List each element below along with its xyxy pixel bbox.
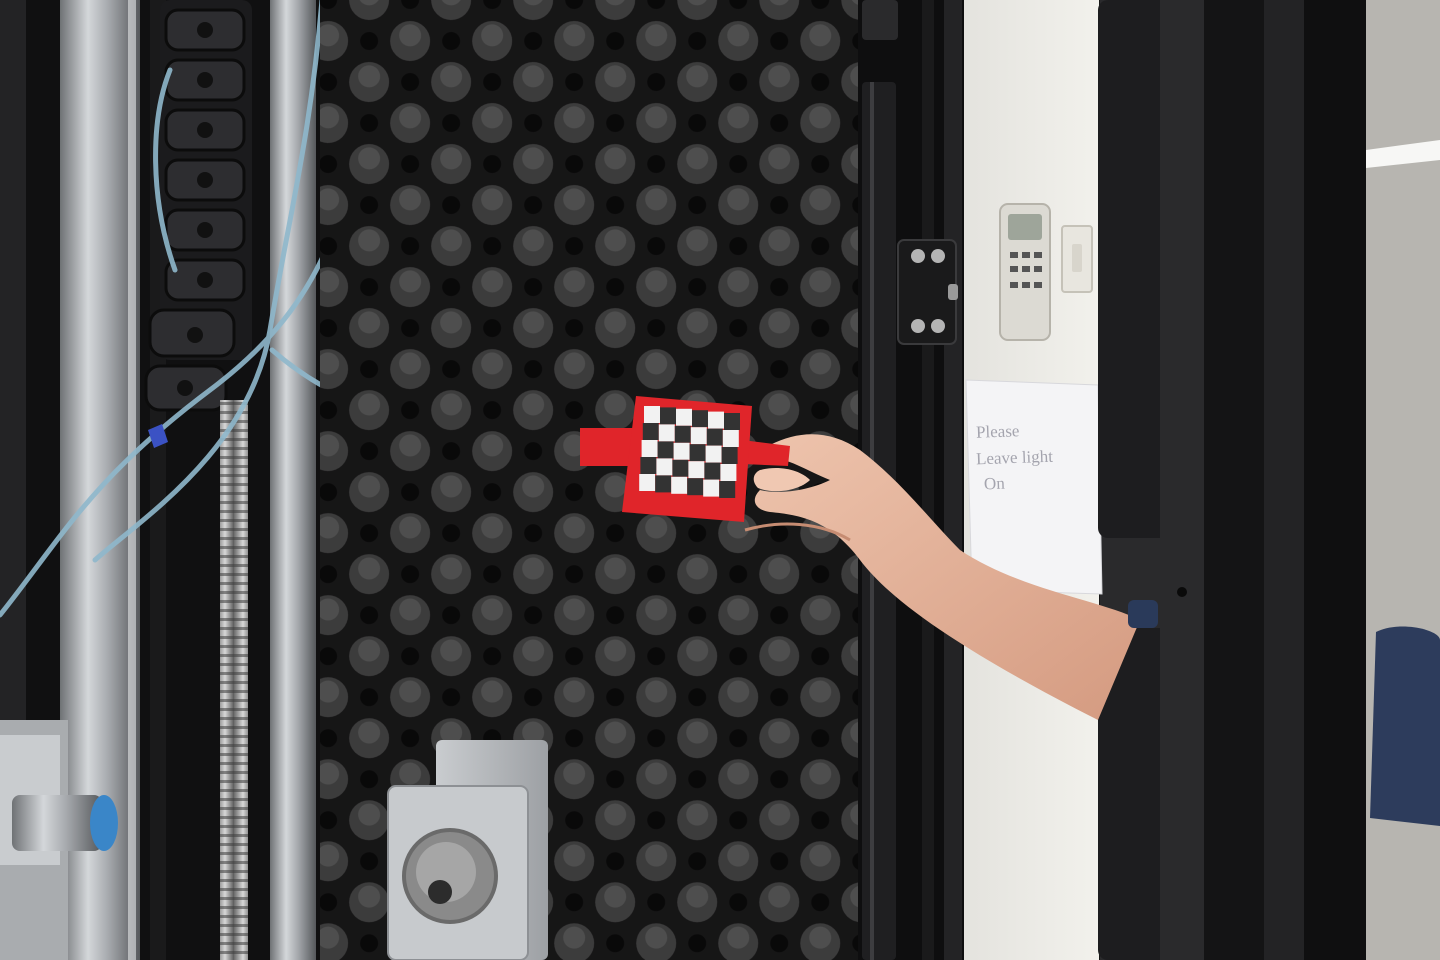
checker-square	[705, 445, 722, 463]
checker-square	[673, 442, 690, 460]
lead-screw	[220, 400, 248, 960]
checker-square	[721, 447, 738, 464]
thermostat-remote	[999, 203, 1051, 341]
checker-square	[706, 428, 723, 446]
checker-square	[703, 479, 720, 497]
note-line-3: On	[983, 473, 1006, 494]
checker-square	[708, 411, 724, 429]
checker-square	[704, 462, 721, 480]
sensor-cap	[90, 795, 118, 851]
light-switch	[1061, 225, 1093, 293]
checker-square	[655, 475, 672, 493]
hand-holding-target	[744, 434, 1158, 720]
checker-square	[658, 424, 675, 442]
checker-square	[642, 423, 659, 440]
checkerboard-grid	[639, 406, 740, 498]
proximity-sensor	[0, 720, 118, 960]
checker-square	[724, 413, 740, 430]
checker-square	[722, 430, 739, 447]
checker-square	[660, 407, 676, 425]
note-line-1: Please	[975, 421, 1020, 442]
checker-square	[644, 406, 660, 423]
blue-jacket	[1370, 626, 1440, 826]
checker-square	[690, 427, 707, 445]
checker-square	[719, 481, 736, 498]
cable-chain	[144, 0, 252, 412]
paper-note	[965, 379, 1103, 595]
checker-square	[720, 464, 737, 481]
note-line-2: Leave light	[975, 446, 1054, 469]
checker-square	[671, 476, 688, 494]
checker-square	[688, 461, 705, 479]
checker-square	[689, 444, 706, 462]
right-door-frame	[1098, 0, 1440, 960]
steel-rail-center	[270, 0, 316, 960]
extrusion-bracket	[897, 239, 958, 345]
checker-square	[674, 425, 691, 443]
checker-square	[656, 458, 673, 476]
checker-square	[639, 474, 656, 491]
checker-square	[640, 457, 657, 474]
checker-square	[692, 410, 708, 428]
checker-square	[672, 459, 689, 477]
checker-square	[687, 478, 704, 496]
checker-square	[676, 408, 692, 426]
checker-square	[657, 441, 674, 459]
clamp-block	[387, 740, 548, 960]
blue-fitting	[148, 424, 168, 448]
checker-square	[641, 440, 658, 457]
checkerboard-target	[580, 396, 790, 522]
